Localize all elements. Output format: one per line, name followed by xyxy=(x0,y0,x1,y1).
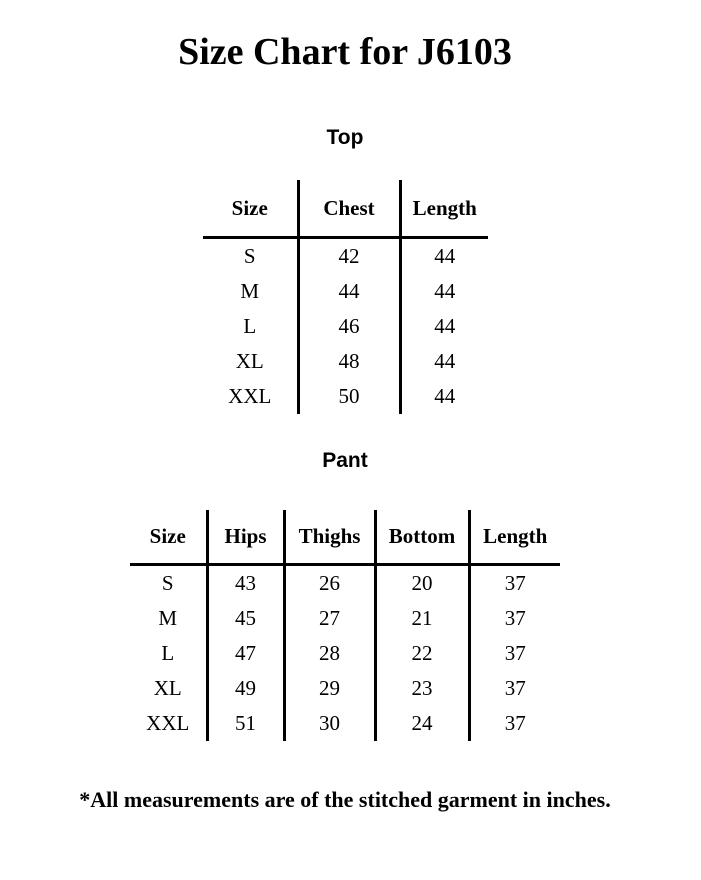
data-cell: 26 xyxy=(282,564,375,601)
data-cell: 51 xyxy=(205,706,284,741)
size-cell: XXL xyxy=(146,711,190,735)
pant-table-header-row: Size Hips Thighs Bottom Length xyxy=(130,510,560,566)
table-row: M 44 44 xyxy=(203,274,488,309)
pant-header-thighs: Thighs xyxy=(282,510,375,566)
data-cell: 44 xyxy=(296,274,400,309)
data-cell: 44 xyxy=(398,237,488,274)
data-cell: 45 xyxy=(205,601,284,636)
top-section-heading: Top xyxy=(326,126,364,149)
size-cell: S xyxy=(243,244,256,268)
data-cell: 20 xyxy=(373,564,469,601)
top-header-size: Size xyxy=(203,180,298,239)
table-row: S 42 44 xyxy=(203,237,488,274)
top-header-length: Length xyxy=(398,180,488,239)
size-cell: M xyxy=(158,606,178,630)
data-cell: 47 xyxy=(205,636,284,671)
top-header-chest: Chest xyxy=(296,180,400,239)
pant-section-heading: Pant xyxy=(322,449,368,472)
data-cell: 29 xyxy=(282,671,375,706)
measurement-footnote: *All measurements are of the stitched ga… xyxy=(79,787,611,812)
data-cell: 44 xyxy=(398,379,488,414)
data-cell: 23 xyxy=(373,671,469,706)
table-row: XL 48 44 xyxy=(203,344,488,379)
size-cell: S xyxy=(161,571,174,595)
table-row: M 45 27 21 37 xyxy=(130,601,560,636)
data-cell: 37 xyxy=(467,706,560,741)
data-cell: 48 xyxy=(296,344,400,379)
data-cell: 37 xyxy=(467,636,560,671)
data-cell: 46 xyxy=(296,309,400,344)
table-row: S 43 26 20 37 xyxy=(130,564,560,601)
data-cell: 37 xyxy=(467,671,560,706)
pant-header-size: Size xyxy=(130,510,207,566)
data-cell: 21 xyxy=(373,601,469,636)
size-cell: XXL xyxy=(228,384,272,408)
pant-header-length: Length xyxy=(467,510,560,566)
pant-header-hips: Hips xyxy=(205,510,284,566)
data-cell: 27 xyxy=(282,601,375,636)
pant-size-table: Size Hips Thighs Bottom Length S 43 26 2… xyxy=(130,510,560,741)
data-cell: 43 xyxy=(205,564,284,601)
pant-header-bottom: Bottom xyxy=(373,510,469,566)
data-cell: 44 xyxy=(398,309,488,344)
table-row: XL 49 29 23 37 xyxy=(130,671,560,706)
data-cell: 37 xyxy=(467,601,560,636)
data-cell: 50 xyxy=(296,379,400,414)
data-cell: 49 xyxy=(205,671,284,706)
size-cell: L xyxy=(243,314,257,338)
data-cell: 28 xyxy=(282,636,375,671)
table-row: XXL 51 30 24 37 xyxy=(130,706,560,741)
top-table-header-row: Size Chest Length xyxy=(203,180,488,239)
top-size-table: Size Chest Length S 42 44 M 44 44 L 46 4… xyxy=(203,180,488,414)
data-cell: 44 xyxy=(398,274,488,309)
page-title: Size Chart for J6103 xyxy=(178,31,512,73)
size-cell: L xyxy=(161,641,175,665)
size-cell: M xyxy=(240,279,260,303)
data-cell: 22 xyxy=(373,636,469,671)
data-cell: 42 xyxy=(296,237,400,274)
size-cell: XL xyxy=(235,349,264,373)
table-row: L 46 44 xyxy=(203,309,488,344)
table-row: L 47 28 22 37 xyxy=(130,636,560,671)
data-cell: 30 xyxy=(282,706,375,741)
data-cell: 37 xyxy=(467,564,560,601)
data-cell: 44 xyxy=(398,344,488,379)
data-cell: 24 xyxy=(373,706,469,741)
size-cell: XL xyxy=(153,676,182,700)
table-row: XXL 50 44 xyxy=(203,379,488,414)
